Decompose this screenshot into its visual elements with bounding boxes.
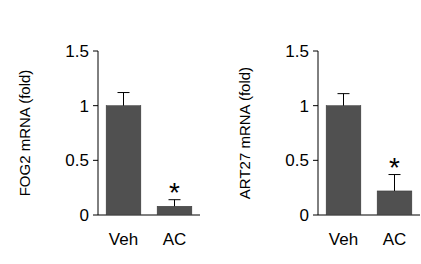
bar — [326, 106, 361, 215]
chart-panel: FOG2 mRNA (fold) 0 0.5 1 1.5 Veh AC * — [16, 42, 200, 249]
y-tick — [313, 51, 318, 52]
y-axis-line — [318, 51, 319, 215]
x-tick-label: AC — [163, 230, 187, 249]
error-stem — [343, 94, 344, 106]
error-stem — [123, 93, 124, 106]
y-tick-label: 0.5 — [285, 151, 309, 170]
y-tick — [313, 160, 318, 161]
y-axis-label: FOG2 mRNA (fold) — [16, 70, 33, 197]
bars — [106, 93, 192, 215]
y-tick — [93, 51, 98, 52]
error-bar — [118, 93, 130, 106]
x-tick-label: Veh — [329, 230, 358, 249]
x-tick-label: AC — [383, 230, 407, 249]
bar — [106, 106, 141, 215]
y-tick-label: 1.5 — [65, 42, 89, 61]
y-tick — [313, 105, 318, 106]
y-tick-label: 0.5 — [65, 151, 89, 170]
y-axis-label: ART27 mRNA (fold) — [236, 67, 253, 199]
bars — [326, 94, 412, 215]
y-tick-label: 0 — [300, 206, 309, 225]
y-tick — [313, 215, 318, 216]
error-bar — [338, 94, 350, 106]
y-tick-label: 1 — [80, 97, 89, 116]
x-tick-label: Veh — [109, 230, 138, 249]
y-tick-label: 1 — [300, 97, 309, 116]
y-tick — [93, 215, 98, 216]
error-cap — [338, 93, 350, 94]
chart-panel: ART27 mRNA (fold) 0 0.5 1 1.5 Veh AC * — [236, 42, 420, 249]
error-cap — [118, 92, 130, 93]
significance-mark: * — [389, 152, 400, 183]
y-tick — [93, 105, 98, 106]
y-tick-label: 1.5 — [285, 42, 309, 61]
y-tick-label: 0 — [80, 206, 89, 225]
y-tick — [93, 160, 98, 161]
bar — [377, 191, 412, 215]
significance-mark: * — [169, 177, 180, 208]
y-axis-line — [98, 51, 99, 215]
figure: FOG2 mRNA (fold)00.511.5VehAC*ART27 mRNA… — [0, 0, 421, 264]
